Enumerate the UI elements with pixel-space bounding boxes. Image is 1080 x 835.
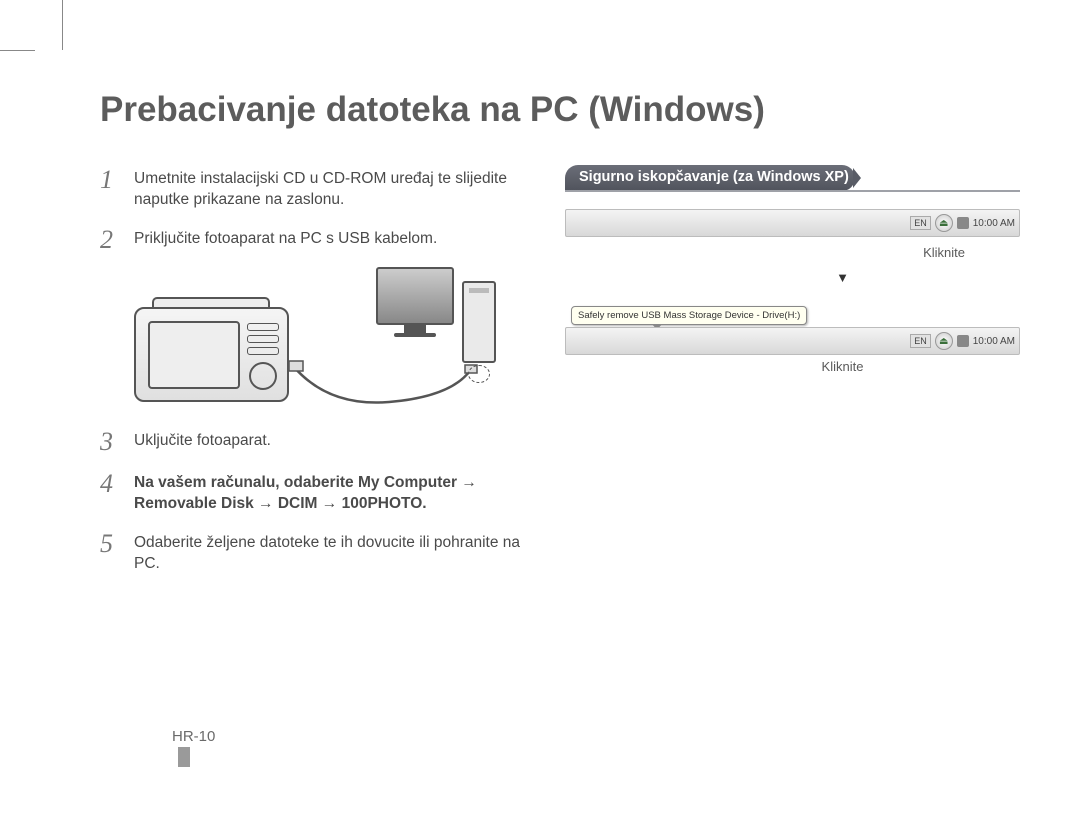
taskbar: EN ⏏ 10:00 AM	[565, 327, 1020, 355]
language-indicator: EN	[910, 216, 931, 230]
step-2: 2 Priključite fotoaparat na PC s USB kab…	[100, 225, 535, 253]
system-tray: EN ⏏ 10:00 AM	[910, 331, 1015, 351]
step-4: 4 Na vašem računalu, odaberite My Comput…	[100, 469, 535, 515]
camera-to-pc-diagram	[134, 267, 504, 407]
tray-icon	[957, 217, 969, 229]
safely-remove-icon[interactable]: ⏏	[935, 332, 953, 350]
step-number: 1	[100, 165, 134, 211]
step-text: Umetnite instalacijski CD u CD-ROM uređa…	[134, 165, 535, 211]
step-number: 3	[100, 427, 134, 455]
camera-top	[152, 297, 270, 307]
camera-body	[134, 307, 289, 402]
camera-button	[247, 347, 279, 355]
balloon-tooltip[interactable]: Safely remove USB Mass Storage Device - …	[571, 306, 807, 325]
camera-buttons	[247, 323, 279, 355]
callout-title: Sigurno iskopčavanje (za Windows XP)	[579, 169, 849, 185]
click-label: Kliknite	[565, 359, 1020, 374]
camera-button	[247, 335, 279, 343]
tray-clock: 10:00 AM	[973, 218, 1015, 229]
page-number-marker	[178, 747, 190, 767]
left-column: 1 Umetnite instalacijski CD u CD-ROM ure…	[100, 165, 535, 589]
crop-mark-horizontal	[0, 50, 35, 51]
monitor-stand	[404, 325, 426, 333]
step-text: Uključite fotoaparat.	[134, 427, 271, 455]
step-1: 1 Umetnite instalacijski CD u CD-ROM ure…	[100, 165, 535, 211]
safely-remove-icon[interactable]: ⏏	[935, 214, 953, 232]
step-text: Priključite fotoaparat na PC s USB kabel…	[134, 225, 437, 253]
step-text: Na vašem računalu, odaberite My Computer…	[134, 469, 535, 515]
callout-header: Sigurno iskopčavanje (za Windows XP)	[565, 165, 1020, 195]
manual-page: Prebacivanje datoteka na PC (Windows) 1 …	[0, 0, 1080, 835]
monitor-base	[394, 333, 436, 337]
system-tray: EN ⏏ 10:00 AM	[910, 213, 1015, 233]
step-number: 4	[100, 469, 134, 515]
usb-cable	[289, 347, 489, 417]
step-5: 5 Odaberite željene datoteke te ih dovuc…	[100, 529, 535, 575]
step-text: Odaberite željene datoteke te ih dovucit…	[134, 529, 535, 575]
camera-screen	[148, 321, 240, 389]
step-number: 5	[100, 529, 134, 575]
step-number: 2	[100, 225, 134, 253]
callout-underline	[565, 190, 1020, 192]
step-3: 3 Uključite fotoaparat.	[100, 427, 535, 455]
usb-port-highlight	[468, 365, 490, 383]
language-indicator: EN	[910, 334, 931, 348]
tray-icon	[957, 335, 969, 347]
monitor	[376, 267, 454, 325]
pc-tower	[462, 281, 496, 363]
taskbar-screenshot-2: Safely remove USB Mass Storage Device - …	[565, 297, 1020, 355]
content-columns: 1 Umetnite instalacijski CD u CD-ROM ure…	[100, 165, 1020, 589]
right-column: Sigurno iskopčavanje (za Windows XP) EN …	[565, 165, 1020, 589]
crop-mark-vertical	[62, 0, 63, 50]
click-label: Kliknite	[565, 245, 1020, 260]
taskbar-screenshot-1: EN ⏏ 10:00 AM	[565, 209, 1020, 241]
page-number: HR-10	[172, 728, 215, 745]
camera-dpad	[249, 362, 277, 390]
tray-clock: 10:00 AM	[973, 336, 1015, 347]
taskbar: EN ⏏ 10:00 AM	[565, 209, 1020, 237]
camera-button	[247, 323, 279, 331]
page-title: Prebacivanje datoteka na PC (Windows)	[100, 90, 765, 130]
arrow-down-icon: ▼	[565, 270, 1020, 285]
